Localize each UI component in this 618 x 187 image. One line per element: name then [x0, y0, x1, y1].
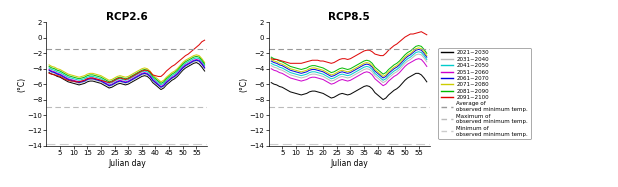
Y-axis label: (°C): (°C): [239, 77, 248, 92]
Title: RCP2.6: RCP2.6: [106, 12, 148, 22]
X-axis label: Julian day: Julian day: [108, 159, 146, 168]
Title: RCP8.5: RCP8.5: [328, 12, 370, 22]
Y-axis label: (°C): (°C): [17, 77, 26, 92]
Legend: 2021~2030, 2031~2040, 2041~2050, 2051~2060, 2061~2070, 2071~2080, 2081~2090, 209: 2021~2030, 2031~2040, 2041~2050, 2051~20…: [438, 47, 531, 140]
X-axis label: Julian day: Julian day: [330, 159, 368, 168]
